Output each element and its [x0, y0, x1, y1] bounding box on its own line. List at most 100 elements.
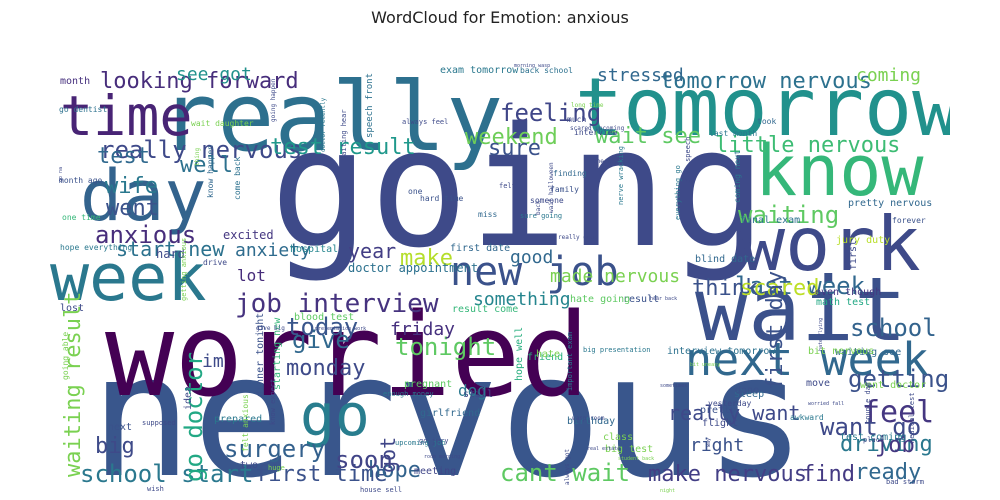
word-wait: wait — [695, 258, 907, 361]
word-good: good — [510, 247, 553, 268]
word-hospital: hospital — [290, 244, 338, 255]
word-much: much — [567, 115, 586, 124]
word-room-morning: room morning — [424, 454, 460, 460]
word-hard: hard — [156, 247, 185, 261]
word-huge: huge — [268, 464, 285, 472]
word-waiting: waiting — [738, 201, 839, 229]
word-move: move — [806, 378, 830, 389]
word-sure: sure — [488, 136, 541, 161]
word-hope-everything: hope everything — [60, 243, 132, 252]
word-way: way — [706, 438, 712, 447]
word-sure-going: sure going — [520, 212, 562, 220]
word-driving: driving — [840, 432, 933, 457]
word-dog: dog — [458, 381, 487, 400]
word-coming: coming — [856, 65, 921, 86]
word-sometimes: sometimes — [660, 383, 687, 389]
word-anxiety: anxiety — [235, 240, 311, 261]
word-drive: drive — [203, 258, 227, 267]
word-result-come: result come — [452, 304, 518, 315]
word-birthday: birthday — [567, 416, 615, 427]
word-last-week: last week — [735, 272, 866, 300]
word-nervous: nervous — [90, 318, 806, 500]
word-pregnant: pregnant — [404, 379, 452, 390]
word-test-result: test result — [270, 135, 416, 160]
word-one-time: one time — [62, 213, 101, 222]
word-big: big — [95, 434, 135, 459]
word-meeting: meeting — [414, 466, 456, 477]
word-even-though: even though — [815, 287, 881, 298]
word-really-nervous: really nervous — [100, 136, 302, 164]
word-place: place — [863, 436, 884, 444]
word-go-jury: go jury — [419, 437, 449, 445]
word-school-start: school start — [80, 460, 253, 488]
word-scared: scared — [740, 276, 819, 301]
word-morning-wasp: morning wasp — [514, 63, 550, 69]
word-something: something — [473, 289, 571, 310]
word-one: one — [408, 187, 423, 196]
word-make-nervous: make nervous — [648, 462, 807, 487]
word-big-presentation: big presentation — [583, 346, 650, 354]
word-friend: friend — [527, 352, 563, 363]
word-supposed: supposed — [142, 419, 176, 427]
word-everything-go: everything go — [674, 165, 682, 220]
word-new-job: new job — [450, 249, 619, 295]
word-tomorrow: tomorrow — [575, 61, 950, 154]
word-work: work — [740, 200, 921, 288]
word-really-good: really good — [558, 234, 598, 241]
word-real-estate: real estate — [587, 446, 620, 452]
word-getting-anxious: getting anxious — [180, 238, 188, 301]
word-forever: forever — [892, 216, 926, 225]
word-start-new: start new — [116, 237, 225, 261]
word-house-sell: house sell — [360, 486, 402, 494]
word-final-exam: final exam — [740, 215, 800, 226]
word-starting-new: starting new — [272, 317, 283, 390]
word-looking-forward: looking forward — [100, 69, 299, 94]
word-prepared: prepared — [214, 414, 262, 425]
word-waiting-result: waiting result — [61, 292, 86, 477]
word-went-doctor: went doctor — [860, 380, 926, 391]
word-bit-uneasy: bit uneasy — [690, 362, 720, 368]
word-wait-daughter: wait daughter — [191, 119, 254, 128]
word-hate-going: hate going — [570, 294, 630, 305]
word-right: right — [690, 435, 744, 456]
word-someone: someone — [530, 196, 564, 205]
word-month: month — [60, 76, 90, 87]
word-coming-next: coming next — [733, 150, 742, 203]
word-pretty-nervous: pretty nervous — [848, 198, 932, 209]
word-lot: lot — [237, 266, 266, 285]
word-monday: monday — [286, 356, 365, 381]
word-im: im — [202, 351, 224, 372]
word-interview-tomorrow: interview tomorrow — [667, 346, 776, 357]
word-awkward: awkward — [790, 413, 824, 422]
word-soon: soon — [335, 446, 393, 474]
word-math-test: math test — [816, 297, 870, 308]
word-dinner-tonight: dinner tonight — [255, 313, 266, 397]
word-student-back: student back — [618, 456, 654, 462]
word-doctor-recently: doctor recently — [320, 97, 327, 152]
word-give-speech: give speech — [684, 137, 692, 183]
word-tonight: tonight — [395, 333, 496, 361]
word-result: result — [623, 294, 659, 305]
word-big-test: big test — [605, 444, 653, 455]
word-come-back: come back — [233, 156, 242, 200]
word-go-na: go na — [58, 167, 64, 182]
word-feeling: feeling — [500, 99, 601, 127]
word-first: first — [848, 240, 859, 270]
word-always-feel: always feel — [402, 118, 448, 126]
word-miss: miss — [478, 210, 497, 219]
word-test: test — [97, 144, 150, 169]
word-tomorrow-nervous: tomorrow nervous — [660, 69, 872, 94]
word-next: next — [108, 422, 132, 433]
word-week: week — [50, 241, 207, 316]
word-felt: felt — [499, 182, 516, 190]
word-pretty: pretty — [700, 405, 736, 416]
word-well: well — [180, 153, 233, 178]
word-first-date: first date — [450, 243, 510, 254]
word-going-happen: going happen — [270, 78, 277, 122]
word-give-big: give big — [256, 325, 285, 332]
word-nerve-wracking: nerve wracking — [617, 146, 625, 205]
word-hard-time: hard time — [420, 194, 464, 203]
word-wait-see: wait see — [595, 124, 701, 149]
word-month-ago: month ago — [59, 176, 103, 185]
word-know: know — [755, 130, 924, 212]
